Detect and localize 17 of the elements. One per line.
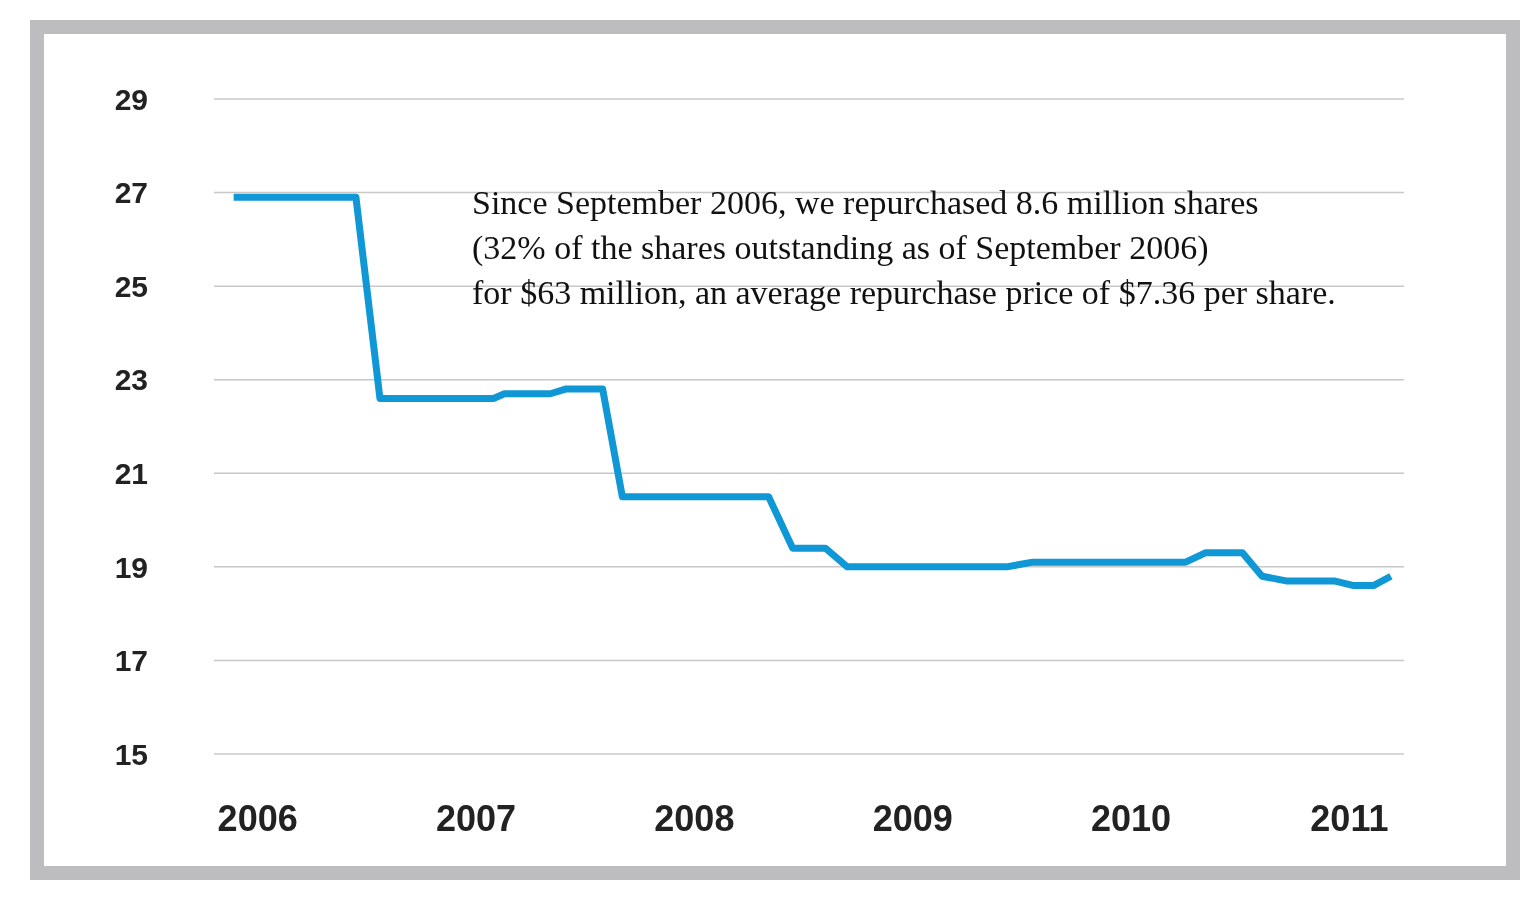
x-tick-label: 2010 [1091, 797, 1172, 839]
y-tick-label: 27 [114, 176, 148, 210]
y-tick-label: 17 [114, 644, 148, 678]
x-tick-label: 2006 [217, 797, 298, 839]
y-tick-label: 21 [114, 456, 148, 490]
y-tick-label: 23 [114, 363, 148, 397]
y-tick-label: 29 [114, 82, 148, 116]
x-tick-label: 2008 [654, 797, 735, 839]
y-tick-label: 15 [114, 737, 148, 771]
x-tick-label: 2011 [1310, 797, 1389, 839]
y-tick-label: 19 [114, 550, 148, 584]
x-tick-label: 2009 [872, 797, 953, 839]
annotation: for $63 million, an average repurchase price of $7.36 per share. [472, 273, 1336, 313]
annotation: (32% of the shares outstanding as of September 2006) [472, 228, 1210, 268]
annotation: Since September 2006, we repurchased 8.6 million shares [472, 183, 1260, 223]
x-tick-label: 2007 [435, 797, 517, 839]
y-tick-label: 25 [114, 269, 148, 303]
